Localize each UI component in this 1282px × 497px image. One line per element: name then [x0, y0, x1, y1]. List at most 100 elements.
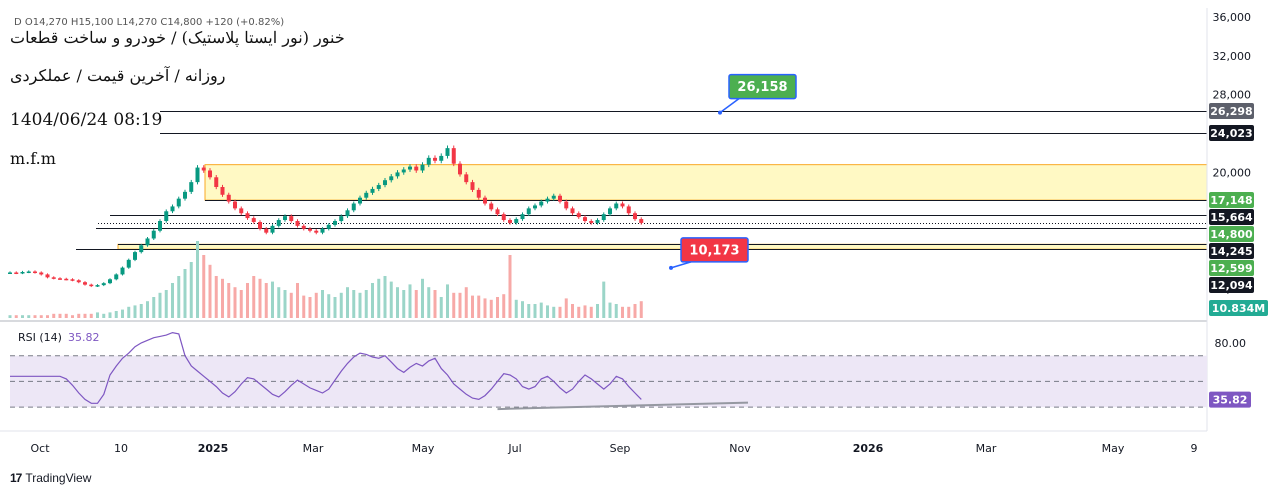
candle-body[interactable]	[289, 216, 294, 221]
candle-body[interactable]	[558, 195, 562, 202]
candle-body[interactable]	[595, 220, 600, 223]
candle-body[interactable]	[483, 197, 487, 204]
candle-body[interactable]	[114, 274, 119, 280]
candle-body[interactable]	[89, 284, 94, 287]
candle-body[interactable]	[258, 221, 262, 229]
candle-body[interactable]	[539, 201, 544, 206]
candle-body[interactable]	[445, 148, 450, 156]
annotation-dot[interactable]	[669, 265, 673, 270]
candle-body[interactable]	[439, 155, 444, 161]
candle-body[interactable]	[589, 221, 594, 223]
candle-body[interactable]	[433, 157, 437, 161]
candle-body[interactable]	[70, 279, 75, 281]
candle-body[interactable]	[45, 274, 50, 278]
candle-body[interactable]	[95, 285, 100, 287]
time-axis[interactable]: Oct 10 2025 Mar May Jul Sep Nov 2026 Mar May 9	[30, 442, 1197, 455]
candle-body[interactable]	[489, 203, 494, 210]
candle-body[interactable]	[526, 208, 531, 215]
candle-body[interactable]	[383, 180, 387, 186]
candle-body[interactable]	[220, 187, 225, 195]
annotation-box[interactable]	[728, 73, 797, 100]
candle-body[interactable]	[633, 213, 637, 220]
candle-body[interactable]	[408, 166, 412, 170]
candle-body[interactable]	[20, 272, 25, 274]
candle-body[interactable]	[451, 148, 456, 164]
candle-body[interactable]	[83, 282, 87, 285]
candle-body[interactable]	[101, 283, 106, 286]
annotation-box[interactable]	[680, 237, 749, 263]
candle-body[interactable]	[389, 176, 394, 181]
candle-body[interactable]	[139, 245, 144, 253]
candle-body[interactable]	[58, 278, 62, 280]
level-price-tag[interactable]	[1209, 277, 1254, 293]
candle-body[interactable]	[214, 177, 219, 187]
candle-body[interactable]	[283, 216, 287, 221]
candle-body[interactable]	[76, 280, 81, 283]
candle-body[interactable]	[251, 218, 256, 222]
candle-body[interactable]	[514, 219, 519, 223]
candle-body[interactable]	[420, 164, 425, 171]
candle-body[interactable]	[183, 191, 187, 199]
candle-body[interactable]	[345, 210, 350, 217]
candle-body[interactable]	[576, 213, 581, 218]
candle-body[interactable]	[508, 220, 512, 223]
candle-body[interactable]	[120, 267, 125, 275]
level-price-tag[interactable]	[1209, 103, 1254, 119]
candle-body[interactable]	[320, 228, 325, 233]
candle-body[interactable]	[614, 203, 619, 209]
level-price-tag[interactable]	[1209, 125, 1254, 141]
candle-body[interactable]	[583, 217, 587, 221]
candle-body[interactable]	[601, 214, 606, 221]
candle-body[interactable]	[376, 185, 381, 189]
level-price-tag[interactable]	[1209, 192, 1254, 208]
candle-body[interactable]	[639, 219, 644, 223]
level-price-tag[interactable]	[1209, 260, 1254, 276]
candle-body[interactable]	[326, 224, 331, 229]
candle-body[interactable]	[26, 271, 31, 274]
candle-body[interactable]	[308, 228, 312, 231]
candle-body[interactable]	[270, 225, 275, 233]
candle-body[interactable]	[133, 252, 137, 260]
rsi-value-tag[interactable]	[1209, 391, 1251, 408]
candle-body[interactable]	[295, 221, 300, 226]
candle-body[interactable]	[39, 272, 44, 275]
candle-body[interactable]	[476, 189, 481, 198]
candle-body[interactable]	[195, 167, 200, 183]
candle-body[interactable]	[564, 201, 569, 209]
candle-body[interactable]	[470, 182, 475, 190]
candle-body[interactable]	[395, 172, 400, 177]
candle-body[interactable]	[145, 238, 150, 246]
candle-body[interactable]	[170, 206, 175, 212]
level-price-tag[interactable]	[1209, 209, 1254, 225]
candle-body[interactable]	[551, 195, 556, 199]
candle-body[interactable]	[358, 197, 362, 204]
candle-body[interactable]	[545, 198, 550, 202]
candle-body[interactable]	[108, 279, 112, 284]
tradingview-branding[interactable]: 17 TradingView	[10, 471, 91, 485]
rsi-legend[interactable]: RSI (14) 35.82	[18, 331, 99, 344]
candle-body[interactable]	[314, 230, 319, 233]
candle-body[interactable]	[33, 271, 37, 274]
candle-body[interactable]	[51, 277, 56, 279]
price-axis[interactable]: 36,00032,00028,00020,0008,00026,29824,02…	[1209, 11, 1268, 316]
level-price-tag[interactable]	[1209, 243, 1254, 259]
candle-body[interactable]	[351, 203, 356, 211]
candle-body[interactable]	[201, 167, 206, 171]
candle-body[interactable]	[8, 272, 12, 274]
candle-body[interactable]	[151, 230, 156, 239]
candle-body[interactable]	[245, 213, 250, 219]
candle-body[interactable]	[176, 198, 181, 207]
candle-body[interactable]	[339, 216, 344, 221]
candle-body[interactable]	[570, 208, 575, 214]
candle-body[interactable]	[426, 157, 431, 165]
candle-body[interactable]	[158, 221, 162, 231]
candle-body[interactable]	[364, 192, 369, 198]
candle-body[interactable]	[608, 208, 612, 215]
candle-body[interactable]	[233, 201, 237, 209]
candle-body[interactable]	[239, 208, 244, 214]
candle-body[interactable]	[189, 182, 194, 192]
candle-body[interactable]	[495, 209, 500, 215]
volume-tag[interactable]	[1209, 300, 1268, 316]
candle-body[interactable]	[226, 194, 231, 202]
candle-body[interactable]	[14, 272, 19, 274]
